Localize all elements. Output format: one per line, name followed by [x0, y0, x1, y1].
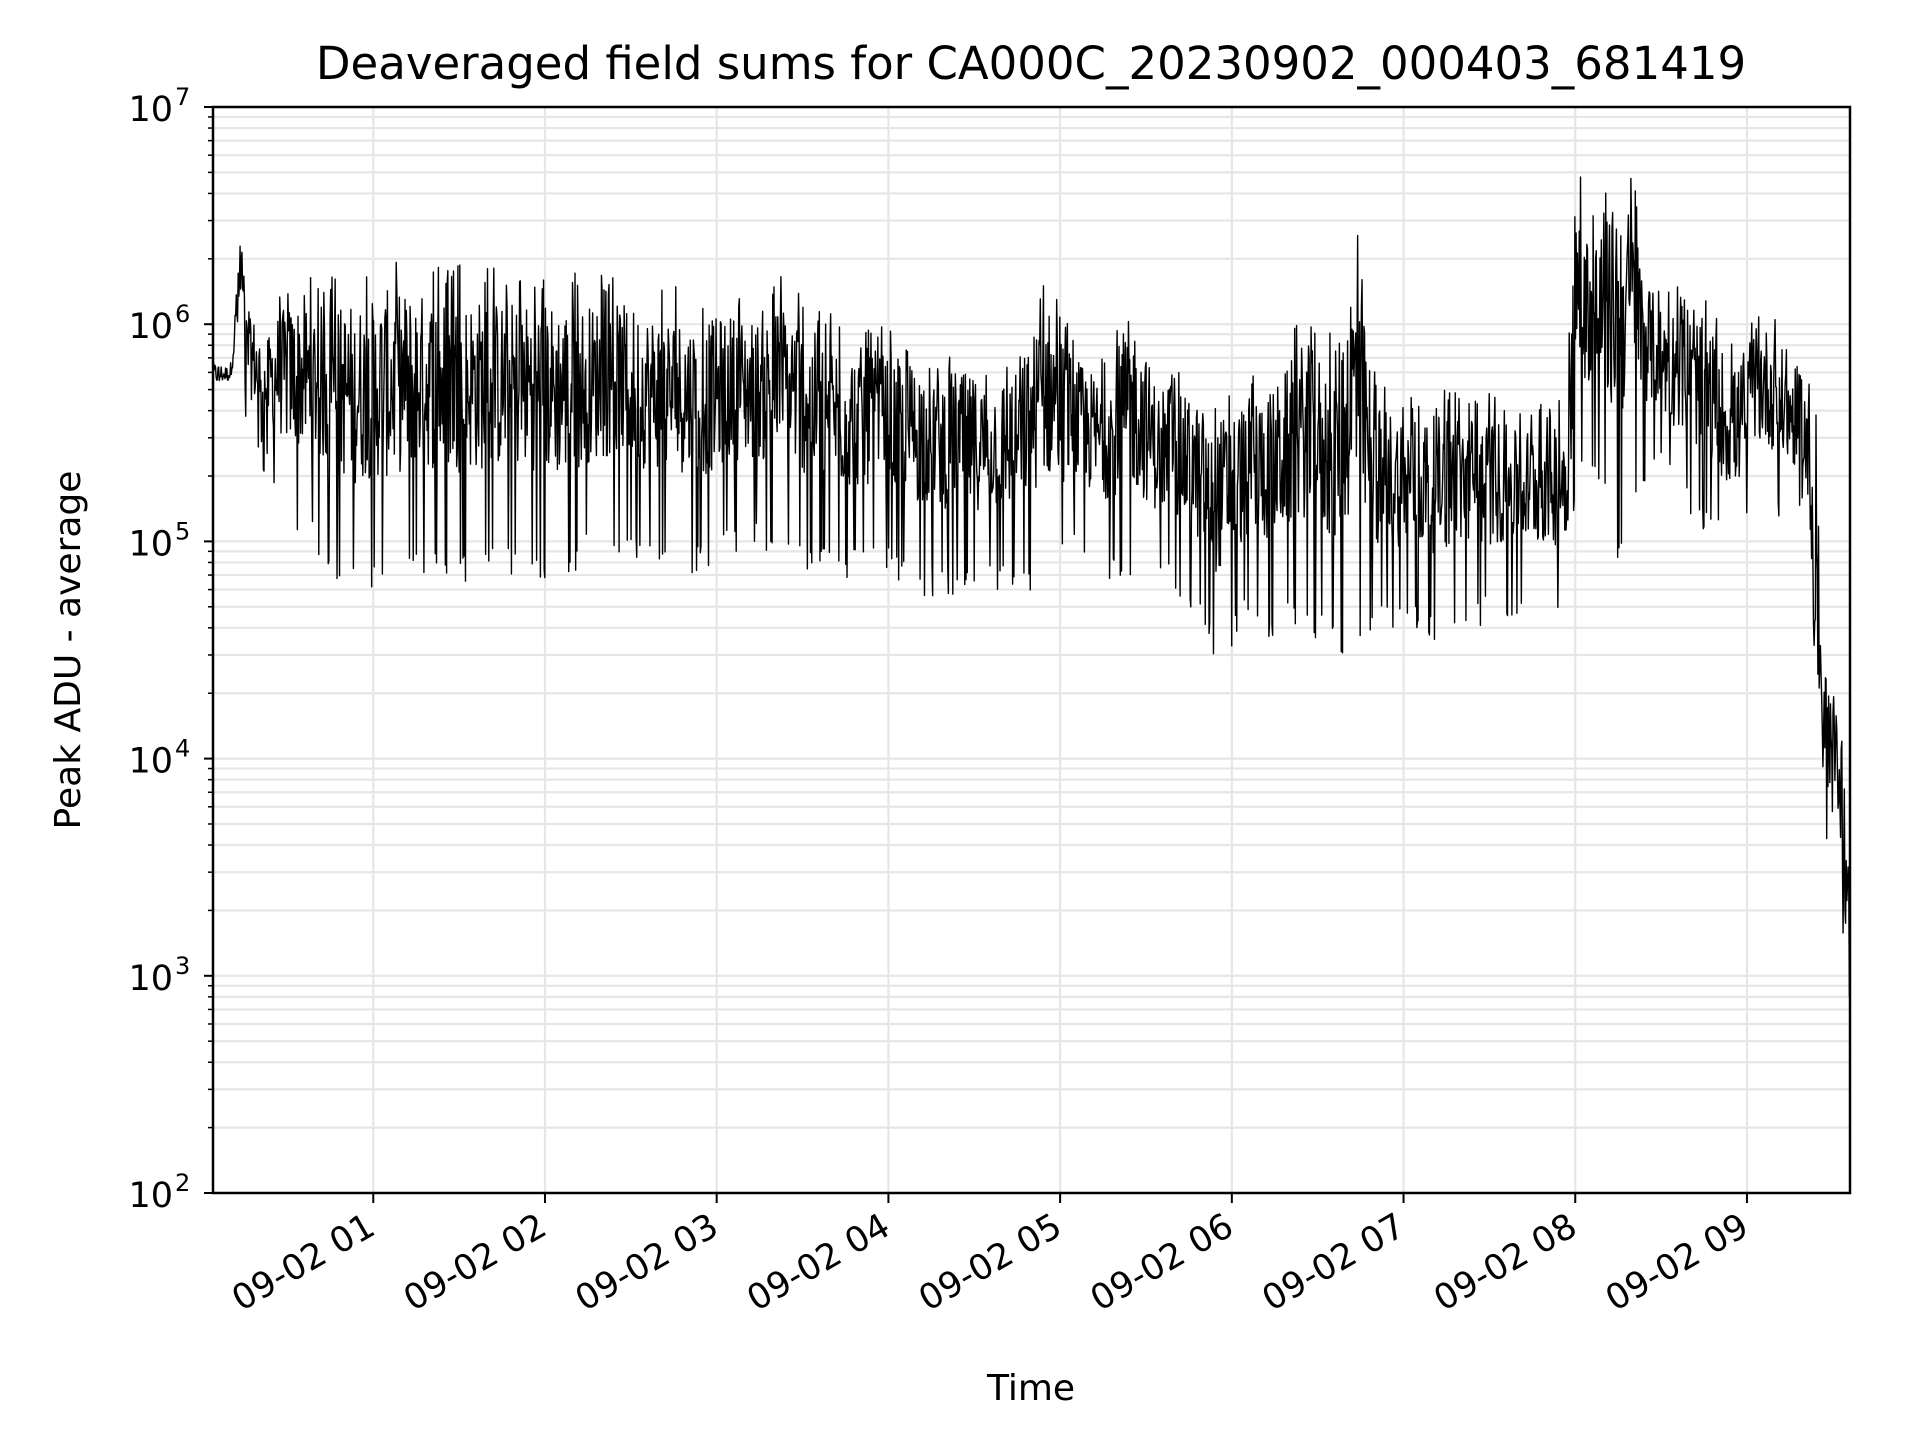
plot-frame	[211, 105, 1852, 1195]
y-tick-exponent: 4	[175, 735, 190, 763]
y-tick-label: 10	[128, 90, 173, 130]
y-tick-label: 10	[128, 524, 173, 564]
y-tick-label: 10	[128, 1176, 173, 1216]
y-tick-label: 10	[128, 959, 173, 999]
grid-lines	[213, 107, 1850, 1195]
y-tick-exponent: 2	[175, 1169, 190, 1197]
y-tick-exponent: 5	[175, 517, 190, 545]
data-series	[212, 176, 1851, 997]
y-tick-exponent: 7	[175, 83, 190, 111]
chart-title: Deaveraged field sums for CA000C_2023090…	[316, 37, 1746, 90]
y-tick-label: 10	[128, 307, 173, 347]
y-tick-label: 10	[128, 742, 173, 782]
series-line	[212, 176, 1851, 997]
x-axis-label: Time	[986, 1368, 1075, 1409]
y-tick-exponent: 3	[175, 952, 190, 980]
y-tick-exponent: 6	[175, 300, 190, 328]
y-axis-label: Peak ADU - average	[48, 471, 89, 830]
